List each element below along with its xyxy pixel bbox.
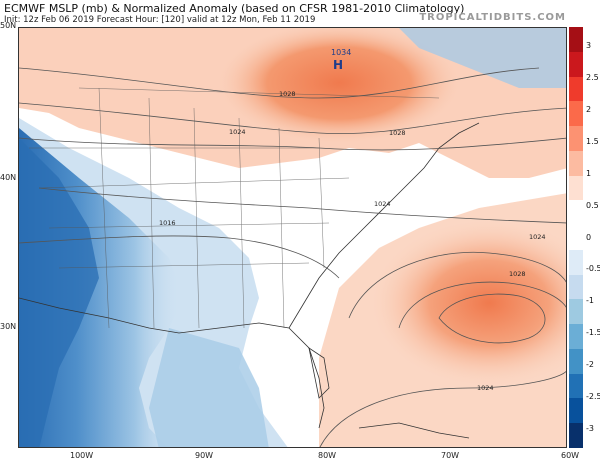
isobar-label: 1028	[509, 270, 526, 278]
colorbar-swatch	[569, 324, 583, 350]
lon-label: 90W	[195, 451, 214, 460]
isobar-label: 1028	[389, 129, 406, 137]
colorbar-swatch	[569, 373, 583, 399]
colorbar-tick-label: -0.5	[586, 264, 600, 274]
colorbar-tick-label: -1	[586, 296, 594, 306]
isobar-label: 1024	[529, 233, 546, 241]
colorbar-swatch	[569, 200, 583, 226]
lon-label: 80W	[318, 451, 337, 460]
colorbar-tick-label: -3	[586, 424, 594, 434]
map-panel: 1034 H 1028 1024 1028 1024 1016 1024 102…	[18, 27, 567, 448]
colorbar-swatch	[569, 175, 583, 201]
colorbar-tick-label: 0	[586, 232, 592, 242]
colorbar-swatch	[569, 274, 583, 300]
isobar-label: 1028	[279, 90, 296, 98]
colorbar-swatch	[569, 299, 583, 325]
colorbar-swatch	[569, 225, 583, 251]
lon-label: 60W	[561, 451, 580, 460]
colorbar-swatch	[569, 101, 583, 127]
map-canvas: 1034 H 1028 1024 1028 1024 1016 1024 102…	[19, 28, 566, 447]
colorbar-swatch	[569, 126, 583, 152]
colorbar-tick-label: -2.5	[586, 392, 600, 402]
colorbar-swatch	[569, 150, 583, 177]
anomaly-colorbar	[569, 27, 583, 449]
chart-title: ECMWF MSLP (mb) & Normalized Anomaly (ba…	[4, 2, 465, 15]
colorbar-tick-label: 2.5	[586, 72, 599, 82]
state-borders	[29, 87, 440, 329]
lat-label: 50N	[0, 21, 17, 30]
colorbar-swatch	[569, 27, 583, 53]
colorbar-tick-label: -2	[586, 360, 594, 370]
isobar-label: 1016	[159, 219, 176, 227]
colorbar-tick-label: 3	[586, 40, 592, 50]
isobar-label: 1024	[477, 384, 494, 392]
colorbar-tick-label: 1	[586, 168, 592, 178]
colorbar-tick-label: 0.5	[586, 200, 599, 210]
high-anomaly-core	[219, 28, 459, 143]
isobar-label: 1024	[229, 128, 246, 136]
colorbar-swatch	[569, 348, 583, 375]
coastline	[19, 122, 480, 439]
isobar-label: 1024	[374, 200, 391, 208]
high-pressure-value: 1034	[331, 48, 351, 57]
lon-label: 70W	[441, 451, 460, 460]
colorbar-swatch	[569, 249, 583, 276]
colorbar-swatch	[569, 76, 583, 102]
colorbar-swatch	[569, 423, 583, 449]
colorbar-tick-label: -1.5	[586, 328, 600, 338]
colorbar-swatch	[569, 398, 583, 424]
lat-label: 40N	[0, 173, 17, 182]
high-pressure-symbol: H	[333, 58, 343, 72]
chart-subtitle: Init: 12z Feb 06 2019 Forecast Hour: [12…	[4, 15, 316, 25]
colorbar-tick-label: 2	[586, 104, 592, 114]
atlantic-anomaly-core	[369, 218, 566, 388]
lat-label: 30N	[0, 322, 17, 331]
lon-label: 100W	[70, 451, 94, 460]
brand-watermark: TROPICALTIDBITS.COM	[419, 12, 566, 23]
colorbar-tick-label: 1.5	[586, 136, 599, 146]
isobars	[19, 67, 566, 447]
colorbar-swatch	[569, 51, 583, 77]
